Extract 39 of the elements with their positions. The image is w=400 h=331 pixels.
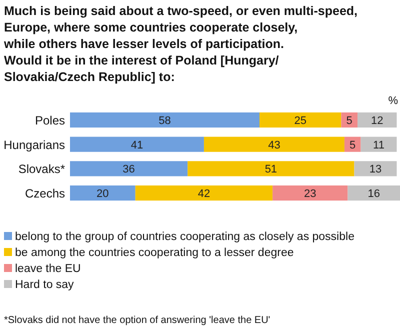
data-label: 11 <box>373 139 384 152</box>
y-tick-label: Poles <box>34 113 65 128</box>
data-label: 36 <box>122 164 135 176</box>
text: *Slovaks did not have the option of answering 'leave the EU' <box>4 315 270 326</box>
bar <box>204 136 344 152</box>
legend-label: Hard to say <box>15 279 74 291</box>
data-label: 5 <box>346 114 352 127</box>
data-label: 43 <box>268 139 280 152</box>
chart-title: Much is being said about a two-speed, or even multi-speed, Europe, where some countries cooperate closely, while others have lesser levels of participation. Would it be in the interest of Poland [Hungary/ Slovakia/Czech Republic] to: <box>3 4 358 84</box>
y-tick-label: Slovaks* <box>18 162 66 176</box>
legend-label: be among the countries cooperating to a lesser degree <box>15 247 294 259</box>
bar <box>354 161 397 176</box>
bar <box>188 161 354 176</box>
bar <box>70 185 136 201</box>
y-tick-label: Hungarians <box>4 138 65 152</box>
data-label: 41 <box>130 139 144 152</box>
data-label: 42 <box>198 188 210 200</box>
bar <box>360 136 397 152</box>
bar <box>272 185 348 201</box>
data-label: 23 <box>304 188 316 200</box>
bar <box>70 136 204 152</box>
bar <box>135 185 273 201</box>
bar <box>70 112 260 128</box>
bar <box>358 112 397 128</box>
data-label: 51 <box>264 164 278 176</box>
data-label: 20 <box>96 188 109 200</box>
data-label: 25 <box>294 114 306 127</box>
data-label: 12 <box>371 114 384 127</box>
data-label: 5 <box>350 139 356 152</box>
bar <box>70 161 188 176</box>
data-label: 16 <box>368 188 380 200</box>
data-label: 58 <box>158 114 171 127</box>
bar <box>260 112 342 128</box>
text: % <box>388 95 398 107</box>
y-tick-label: Czechs <box>24 186 65 201</box>
data-label: 13 <box>369 164 382 176</box>
legend-label: leave the EU <box>15 263 81 275</box>
legend-label: belong to the group of countries cooperating as closely as possible <box>15 231 354 243</box>
bar <box>348 185 400 201</box>
